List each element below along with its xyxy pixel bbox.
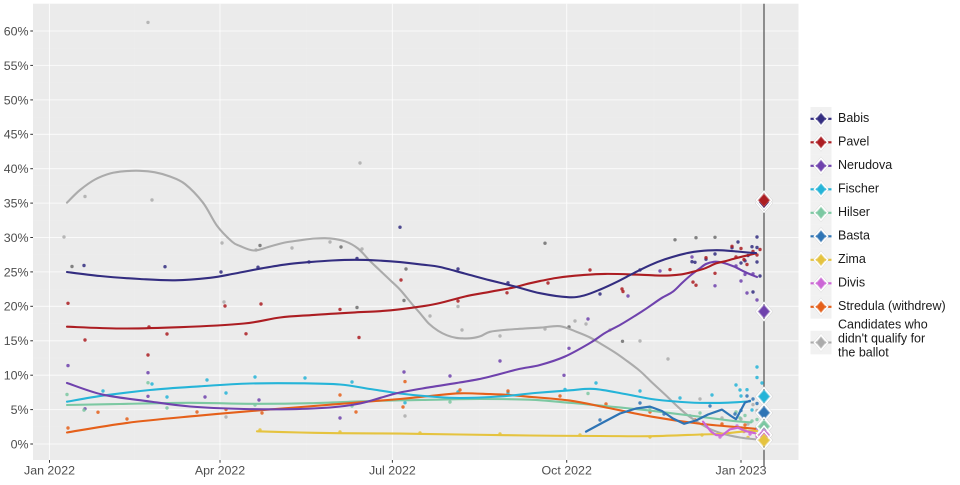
svg-text:35%: 35% <box>4 197 29 211</box>
svg-text:Pavel: Pavel <box>838 135 869 149</box>
svg-text:Basta: Basta <box>838 229 870 243</box>
svg-text:Apr 2022: Apr 2022 <box>195 464 245 478</box>
svg-text:45%: 45% <box>4 128 29 142</box>
svg-text:Zima: Zima <box>838 252 866 266</box>
svg-text:25%: 25% <box>4 265 29 279</box>
svg-text:Jan 2022: Jan 2022 <box>24 464 75 478</box>
svg-text:Stredula (withdrew): Stredula (withdrew) <box>838 299 946 313</box>
svg-text:40%: 40% <box>4 162 29 176</box>
svg-text:Jul 2022: Jul 2022 <box>369 464 416 478</box>
svg-text:Nerudova: Nerudova <box>838 158 892 172</box>
svg-text:Oct 2022: Oct 2022 <box>542 464 592 478</box>
svg-text:didn't qualify for: didn't qualify for <box>838 332 925 346</box>
svg-text:Babis: Babis <box>838 111 869 125</box>
svg-text:Jan 2023: Jan 2023 <box>716 464 767 478</box>
svg-text:10%: 10% <box>4 369 29 383</box>
svg-text:15%: 15% <box>4 334 29 348</box>
svg-text:20%: 20% <box>4 300 29 314</box>
svg-text:50%: 50% <box>4 93 29 107</box>
svg-text:60%: 60% <box>4 24 29 38</box>
svg-text:Fischer: Fischer <box>838 182 879 196</box>
svg-text:Hilser: Hilser <box>838 205 870 219</box>
svg-text:0%: 0% <box>11 437 29 451</box>
svg-text:55%: 55% <box>4 59 29 73</box>
svg-text:Candidates who: Candidates who <box>838 318 928 332</box>
svg-text:30%: 30% <box>4 231 29 245</box>
svg-text:5%: 5% <box>11 403 29 417</box>
svg-text:Divis: Divis <box>838 276 865 290</box>
svg-text:the ballot: the ballot <box>838 346 889 360</box>
